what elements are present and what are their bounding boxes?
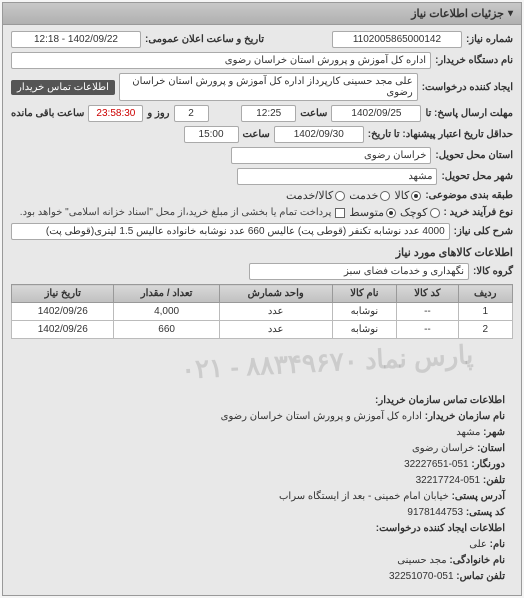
creator-field: علی مجد حسینی کارپرداز اداره کل آموزش و … (119, 73, 418, 101)
f-tel-label: تلفن: (483, 475, 505, 486)
group-label: گروه کالا: (473, 266, 513, 277)
f-fax-label: دورنگار: (471, 459, 505, 470)
desc-label: شرح کلی نیاز: (454, 226, 513, 237)
city-label: شهر محل تحویل: (441, 171, 513, 182)
deadline-time: 12:25 (241, 105, 296, 122)
table-row[interactable]: 2 -- نوشابه عدد 660 1402/09/26 (12, 321, 513, 339)
panel-body: شماره نیاز: 1102005865000142 تاریخ و ساع… (3, 25, 521, 595)
budget-goods-radio[interactable]: کالا (394, 189, 421, 202)
process-medium-radio[interactable]: متوسط (349, 206, 396, 219)
f-city-label: شهر: (483, 427, 505, 438)
days-field: 2 (174, 105, 209, 122)
f-city: مشهد (456, 427, 480, 438)
f-addr-label: آدرس پستی: (452, 491, 505, 502)
f-province: خراسان رضوی (412, 443, 474, 454)
days-label: روز و (147, 108, 169, 119)
announce-field: 1402/09/22 - 12:18 (11, 31, 141, 48)
f-province-label: استان: (477, 443, 505, 454)
f-lname: مجد حسینی (397, 555, 446, 566)
province-label: استان محل تحویل: (435, 150, 513, 161)
col-code: کد کالا (397, 285, 458, 303)
details-panel: ▾ جزئیات اطلاعات نیاز شماره نیاز: 110200… (2, 2, 522, 596)
table-row[interactable]: 1 -- نوشابه عدد 4,000 1402/09/26 (12, 303, 513, 321)
table-header-row: ردیف کد کالا نام کالا واحد شمارش تعداد /… (12, 285, 513, 303)
budget-label: طبقه بندی موضوعی: (425, 190, 513, 201)
footer: اطلاعات تماس سازمان خریدار: نام سازمان خ… (11, 389, 513, 589)
f-lname-label: نام خانوادگی: (449, 555, 505, 566)
f-postal-label: کد پستی: (466, 507, 505, 518)
col-date: تاریخ نیاز (12, 285, 114, 303)
remain-label: ساعت باقی مانده (11, 108, 84, 119)
creator-label: ایجاد کننده درخواست: (422, 82, 513, 93)
time-label-2: ساعت (243, 129, 270, 140)
validity-date: 1402/09/30 (274, 126, 364, 143)
process-label: نوع فرآیند خرید : (444, 207, 513, 218)
req-no-field: 1102005865000142 (332, 31, 462, 48)
f-tel: 051-32217724 (416, 475, 481, 486)
items-table: ردیف کد کالا نام کالا واحد شمارش تعداد /… (11, 284, 513, 339)
watermark-area: پارس نماد ۸۸۳۴۹۶۷۰ - ۰۲۱ (11, 339, 513, 389)
validity-label: حداقل تاریخ اعتبار پیشنهاد: تا تاریخ: (368, 129, 513, 140)
f-fax: 051-32227651 (404, 459, 469, 470)
footer-title: اطلاعات تماس سازمان خریدار: (19, 393, 505, 409)
f-postal: 9178144753 (407, 507, 463, 518)
desc-field: 4000 عدد نوشابه تکنفر (قوطی پت) عالیس 66… (11, 223, 450, 240)
contact-button[interactable]: اطلاعات تماس خریدار (11, 80, 115, 95)
remain-time: 23:58:30 (88, 105, 143, 122)
panel-header[interactable]: ▾ جزئیات اطلاعات نیاز (3, 3, 521, 25)
deadline-label: مهلت ارسال پاسخ: تا (425, 108, 513, 119)
req-no-label: شماره نیاز: (466, 34, 513, 45)
creator-info-title: اطلاعات ایجاد کننده درخواست: (19, 521, 505, 537)
process-small-radio[interactable]: کوچک (400, 206, 440, 219)
col-name: نام کالا (332, 285, 397, 303)
f-addr: خیابان امام خمینی - بعد از ایستگاه سراب (279, 491, 449, 502)
announce-label: تاریخ و ساعت اعلان عمومی: (145, 34, 264, 45)
f-fname: علی (469, 539, 487, 550)
validity-time: 15:00 (184, 126, 239, 143)
f-org: اداره کل آموزش و پرورش استان خراسان رضوی (221, 411, 422, 422)
col-qty: تعداد / مقدار (114, 285, 219, 303)
process-note: پرداخت تمام یا بخشی از مبلغ خرید،از محل … (20, 207, 332, 218)
collapse-icon: ▾ (508, 8, 513, 19)
budget-both-radio[interactable]: کالا/خدمت (286, 189, 345, 202)
f-ctel-label: تلفن تماس: (456, 571, 505, 582)
col-unit: واحد شمارش (219, 285, 332, 303)
time-label-1: ساعت (300, 108, 327, 119)
panel-title: جزئیات اطلاعات نیاز (411, 7, 504, 20)
f-fname-label: نام: (490, 539, 505, 550)
city-field: مشهد (237, 168, 437, 185)
buyer-org-label: نام دستگاه خریدار: (435, 55, 513, 66)
buyer-org-field: اداره کل آموزش و پرورش استان خراسان رضوی (11, 52, 431, 69)
budget-service-radio[interactable]: خدمت (349, 189, 390, 202)
deadline-date: 1402/09/25 (331, 105, 421, 122)
province-field: خراسان رضوی (231, 147, 431, 164)
f-ctel: 051-32251070 (389, 571, 454, 582)
items-title: اطلاعات کالاهای مورد نیاز (11, 246, 513, 259)
group-field: نگهداری و خدمات فضای سبز (249, 263, 469, 280)
treasury-checkbox[interactable] (335, 208, 345, 218)
watermark-text: پارس نماد ۸۸۳۴۹۶۷۰ - ۰۲۱ (180, 339, 474, 385)
col-row: ردیف (458, 285, 512, 303)
f-org-label: نام سازمان خریدار: (425, 411, 505, 422)
